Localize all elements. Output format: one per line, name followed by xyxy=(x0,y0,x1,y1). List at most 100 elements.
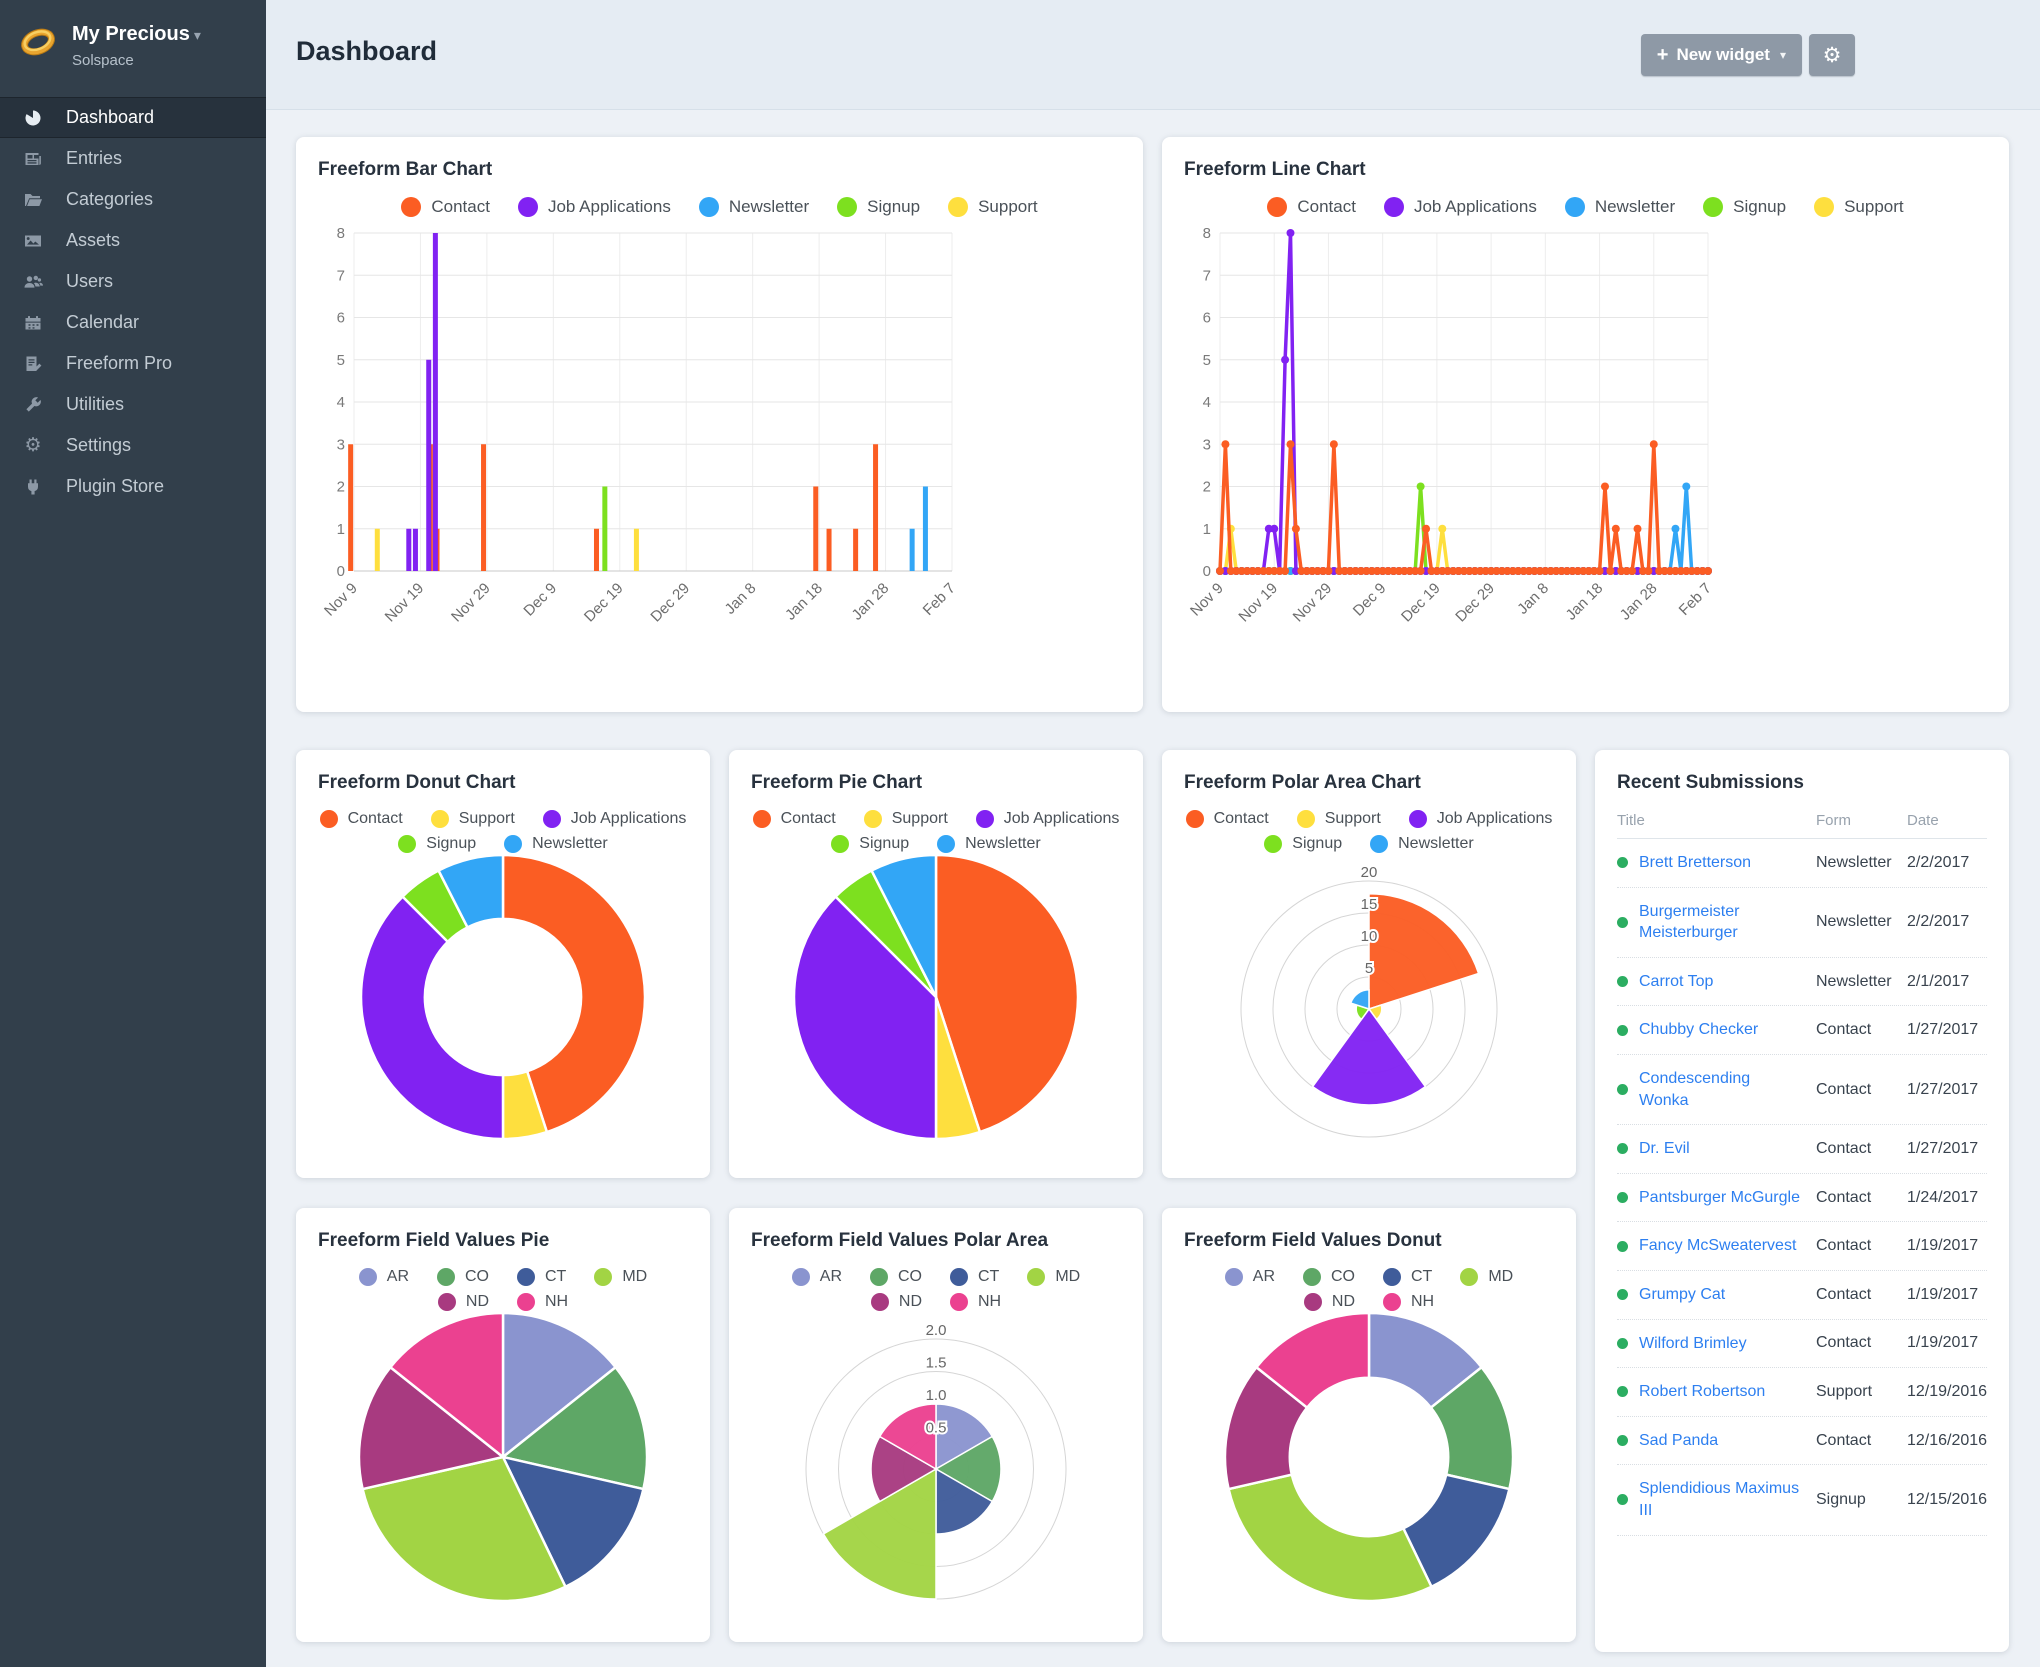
submission-form: Contact xyxy=(1816,1285,1872,1303)
submission-row[interactable]: Carrot Top Newsletter 2/1/2017 xyxy=(1617,958,1987,1007)
polar-chart-canvas[interactable]: 5 10 15 20 xyxy=(1184,853,1554,1145)
legend-item-nh[interactable]: NH xyxy=(1383,1293,1434,1311)
legend-item-co[interactable]: CO xyxy=(870,1268,922,1286)
legend-item-nd[interactable]: ND xyxy=(1303,1293,1355,1311)
legend-item-ct[interactable]: CT xyxy=(950,1268,999,1286)
submission-row[interactable]: Condescending Wonka Contact 1/27/2017 xyxy=(1617,1055,1987,1126)
status-dot xyxy=(1617,1435,1628,1447)
submission-link[interactable]: Fancy McSweatervest xyxy=(1639,1237,1797,1255)
legend-item-contact[interactable]: Contact xyxy=(319,810,403,828)
sidebar-item-dashboard[interactable]: Dashboard xyxy=(0,97,266,138)
sidebar-item-calendar[interactable]: Calendar xyxy=(0,302,266,343)
line-chart-canvas[interactable]: Nov 9 Nov 19 Nov 29 Dec 9 Dec 19 Dec 29 Jan 8 J… xyxy=(1184,217,1724,683)
legend-item-co[interactable]: CO xyxy=(1303,1268,1355,1286)
submission-row[interactable]: Wilford Brimley Contact 1/19/2017 xyxy=(1617,1320,1987,1369)
legend-item-nd[interactable]: ND xyxy=(870,1293,922,1311)
submission-link[interactable]: Splendidious Maximus III xyxy=(1639,1480,1800,1519)
legend-item-md[interactable]: MD xyxy=(1460,1268,1513,1286)
pie-chart-canvas[interactable] xyxy=(318,1311,688,1603)
dashboard-settings-button[interactable]: ⚙ xyxy=(1809,34,1855,76)
legend-item-job-applications[interactable]: Job Applications xyxy=(542,810,686,828)
legend-color-dot xyxy=(837,197,858,217)
gear-icon: ⚙ xyxy=(1822,43,1842,67)
submission-link[interactable]: Dr. Evil xyxy=(1639,1140,1690,1158)
submission-row[interactable]: Dr. Evil Contact 1/27/2017 xyxy=(1617,1125,1987,1174)
legend-item-newsletter[interactable]: Newsletter xyxy=(937,835,1041,853)
submission-link[interactable]: Chubby Checker xyxy=(1639,1021,1759,1039)
submission-row[interactable]: Sad Panda Contact 12/16/2016 xyxy=(1617,1417,1987,1466)
submission-link[interactable]: Pantsburger McGurgle xyxy=(1639,1188,1800,1206)
submission-row[interactable]: Grumpy Cat Contact 1/19/2017 xyxy=(1617,1271,1987,1320)
new-widget-button[interactable]: + New widget ▾ xyxy=(1640,34,1802,76)
legend-item-contact[interactable]: Contact xyxy=(752,810,836,828)
donut-chart-canvas[interactable] xyxy=(1184,1311,1554,1603)
svg-text:Jan 8: Jan 8 xyxy=(722,580,760,618)
submission-link[interactable]: Grumpy Cat xyxy=(1639,1285,1726,1303)
legend-item-signup[interactable]: Signup xyxy=(837,197,920,217)
legend-item-md[interactable]: MD xyxy=(1027,1268,1080,1286)
legend-item-newsletter[interactable]: Newsletter xyxy=(1370,835,1474,853)
legend-item-co[interactable]: CO xyxy=(437,1268,489,1286)
legend-item-job-applications[interactable]: Job Applications xyxy=(1383,197,1537,217)
status-dot xyxy=(1617,1084,1628,1096)
submission-link[interactable]: Brett Bretterson xyxy=(1639,854,1752,871)
legend-item-contact[interactable]: Contact xyxy=(1267,197,1356,217)
sidebar-item-settings[interactable]: ⚙ Settings xyxy=(0,425,266,466)
legend-item-signup[interactable]: Signup xyxy=(398,835,476,853)
legend-item-ar[interactable]: AR xyxy=(358,1268,409,1286)
sidebar-item-assets[interactable]: Assets xyxy=(0,220,266,261)
legend-item-support[interactable]: Support xyxy=(863,810,948,828)
legend-item-job-applications[interactable]: Job Applications xyxy=(1408,810,1552,828)
submission-row[interactable]: Burgermeister Meisterburger Newsletter 2/2… xyxy=(1617,888,1987,958)
submission-row[interactable]: Splendidious Maximus III Signup 12/15/2016 xyxy=(1617,1465,1987,1536)
submission-link[interactable]: Carrot Top xyxy=(1639,972,1714,990)
sidebar-item-entries[interactable]: Entries xyxy=(0,138,266,179)
sidebar-item-utilities[interactable]: Utilities xyxy=(0,384,266,425)
submission-link[interactable]: Robert Robertson xyxy=(1639,1383,1766,1401)
sidebar-item-plugin-store[interactable]: Plugin Store xyxy=(0,466,266,507)
submission-row[interactable]: Pantsburger McGurgle Contact 1/24/2017 xyxy=(1617,1174,1987,1223)
bar-chart-canvas[interactable]: Nov 9 Nov 19 Nov 29 Dec 9 Dec 19 Dec 29 Jan 8 J… xyxy=(318,217,968,683)
legend-item-contact[interactable]: Contact xyxy=(401,197,490,217)
legend-label: Support xyxy=(1324,810,1381,827)
legend-item-signup[interactable]: Signup xyxy=(831,835,909,853)
donut-chart-canvas[interactable] xyxy=(318,853,688,1141)
pie-chart-canvas[interactable] xyxy=(751,853,1121,1141)
legend-item-support[interactable]: Support xyxy=(1296,810,1381,828)
legend-item-nh[interactable]: NH xyxy=(517,1293,568,1311)
legend-item-contact[interactable]: Contact xyxy=(1185,810,1269,828)
legend-item-ct[interactable]: CT xyxy=(1383,1268,1432,1286)
submission-row[interactable]: Brett Bretterson Newsletter 2/2/2017 xyxy=(1617,839,1987,888)
sidebar-item-categories[interactable]: Categories xyxy=(0,179,266,220)
legend-item-job-applications[interactable]: Job Applications xyxy=(517,197,671,217)
legend-item-ct[interactable]: CT xyxy=(517,1268,566,1286)
legend-item-support[interactable]: Support xyxy=(948,197,1038,217)
legend-item-support[interactable]: Support xyxy=(430,810,515,828)
legend-item-md[interactable]: MD xyxy=(594,1268,647,1286)
submission-row[interactable]: Fancy McSweatervest Contact 1/19/2017 xyxy=(1617,1222,1987,1271)
legend-item-signup[interactable]: Signup xyxy=(1703,197,1786,217)
legend-item-newsletter[interactable]: Newsletter xyxy=(504,835,608,853)
legend-item-nh[interactable]: NH xyxy=(950,1293,1001,1311)
svg-text:6: 6 xyxy=(1203,310,1211,327)
legend-item-ar[interactable]: AR xyxy=(1224,1268,1275,1286)
submission-link[interactable]: Burgermeister Meisterburger xyxy=(1639,902,1740,942)
sidebar-item-freeform-pro[interactable]: Freeform Pro xyxy=(0,343,266,384)
legend-item-newsletter[interactable]: Newsletter xyxy=(1564,197,1675,217)
legend-item-signup[interactable]: Signup xyxy=(1264,835,1342,853)
submission-link[interactable]: Sad Panda xyxy=(1639,1431,1719,1449)
submission-link[interactable]: Condescending Wonka xyxy=(1639,1069,1751,1109)
legend-label: Signup xyxy=(859,835,910,852)
legend-item-nd[interactable]: ND xyxy=(437,1293,489,1311)
submission-link[interactable]: Wilford Brimley xyxy=(1639,1334,1747,1352)
chart-legend: Contact Job Applications Newsletter Signup S… xyxy=(1184,197,1987,217)
legend-item-support[interactable]: Support xyxy=(1814,197,1904,217)
polar-chart-canvas[interactable]: 0.5 1.0 1.5 2.0 xyxy=(751,1311,1121,1607)
submission-row[interactable]: Robert Robertson Support 12/19/2016 xyxy=(1617,1368,1987,1417)
legend-item-job-applications[interactable]: Job Applications xyxy=(975,810,1119,828)
site-menu[interactable]: My Precious ▾ Solspace xyxy=(0,0,266,83)
legend-item-ar[interactable]: AR xyxy=(791,1268,842,1286)
legend-item-newsletter[interactable]: Newsletter xyxy=(698,197,809,217)
submission-row[interactable]: Chubby Checker Contact 1/27/2017 xyxy=(1617,1006,1987,1055)
sidebar-item-users[interactable]: Users xyxy=(0,261,266,302)
